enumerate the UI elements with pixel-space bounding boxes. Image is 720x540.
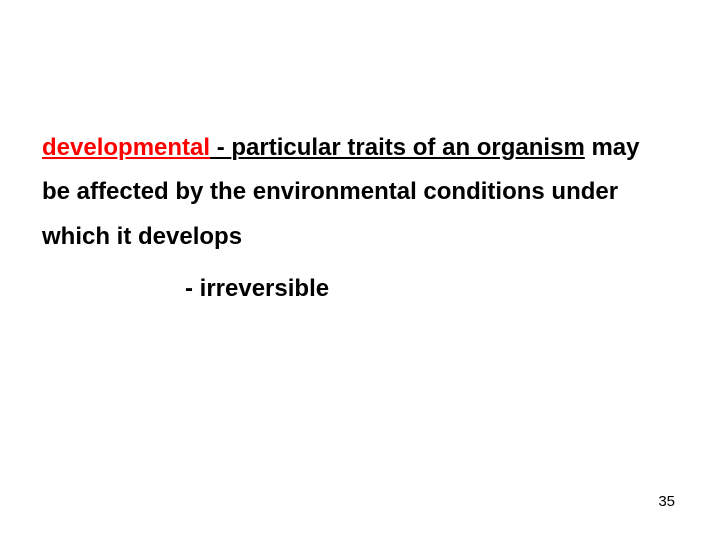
sub-point-irreversible: - irreversible: [185, 275, 329, 303]
term-developmental: developmental: [42, 134, 210, 161]
slide: developmental - particular traits of an …: [0, 0, 720, 540]
definition-line-1: particular traits of an organism: [231, 134, 584, 161]
term-dash: -: [210, 134, 231, 161]
page-number: 35: [658, 493, 675, 510]
body-paragraph: developmental - particular traits of an …: [42, 126, 662, 259]
